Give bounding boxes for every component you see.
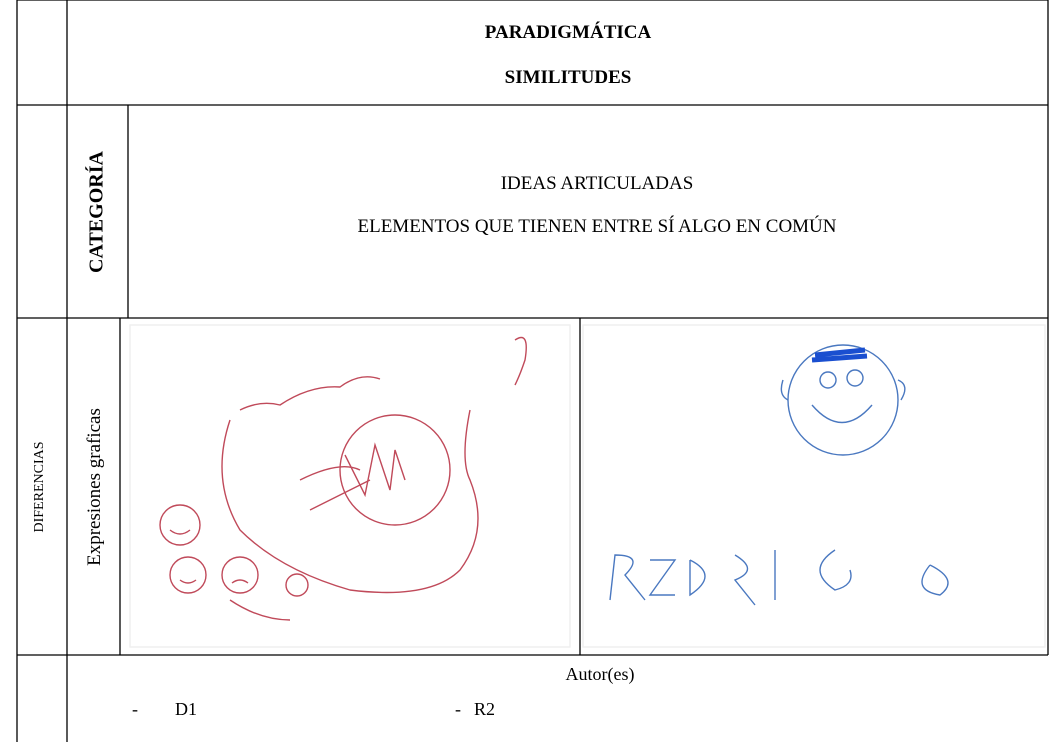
child-drawing-right (582, 324, 1046, 648)
author-name: R2 (474, 699, 496, 719)
differences-label: DIFERENCIAS (32, 441, 47, 533)
title: PARADIGMÁTICA (484, 22, 652, 43)
differences-sublabel: Expresiones graficas (84, 408, 105, 566)
category-line: IDEAS ARTICULADAS (500, 173, 694, 194)
child-drawing-left (129, 324, 571, 648)
category-line: ELEMENTOS QUE TIENEN ENTRE SÍ ALGO EN CO… (357, 216, 837, 237)
list-marker: - (132, 699, 138, 719)
author-name: D1 (175, 699, 197, 719)
authors-label: Autor(es) (565, 664, 635, 684)
category-label: CATEGORÍA (85, 151, 108, 273)
list-marker: - (455, 699, 461, 719)
subtitle: SIMILITUDES (504, 67, 632, 88)
